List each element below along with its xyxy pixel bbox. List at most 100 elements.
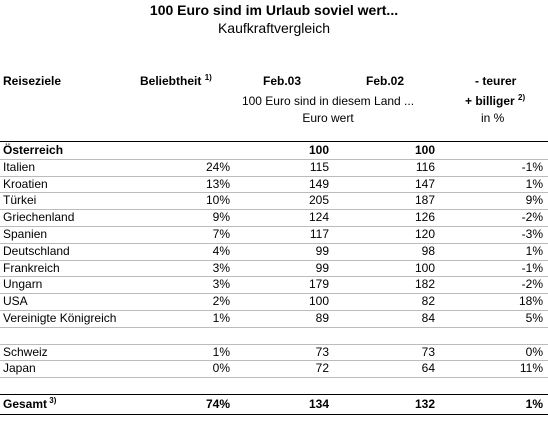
- cell: 64: [421, 361, 435, 376]
- cell: Italien: [3, 159, 36, 174]
- row-name: Griechenland: [3, 210, 74, 224]
- row-rule: [0, 243, 548, 244]
- row-rule: [0, 377, 548, 378]
- header-text: + billiger: [465, 94, 515, 108]
- row-name: Deutschland: [3, 244, 70, 258]
- cell: 120: [414, 227, 435, 241]
- cell: 82: [421, 294, 435, 309]
- cell: 10%: [205, 193, 230, 208]
- cell: 117: [309, 227, 329, 241]
- cell: 0%: [525, 344, 543, 359]
- cell: 124: [308, 210, 329, 225]
- cell: 9%: [525, 193, 543, 208]
- cell: 182: [414, 277, 435, 292]
- cell: 99: [315, 243, 329, 258]
- row-rule: [0, 260, 548, 261]
- cell: 132: [414, 397, 435, 411]
- cell: 7%: [212, 227, 230, 241]
- header-billiger: + billiger 2): [465, 94, 525, 109]
- cell: 11%: [519, 361, 543, 376]
- cell: 147: [414, 176, 435, 191]
- cell: 115: [309, 159, 329, 174]
- cell: 99: [315, 260, 329, 275]
- row-name: Frankreich: [3, 261, 60, 275]
- row-name: Vereinigte Königreich: [3, 311, 116, 325]
- cell: 73: [315, 344, 329, 359]
- cell: Frankreich: [3, 260, 60, 275]
- cell: 24%: [205, 159, 230, 174]
- cell: 100: [308, 294, 329, 309]
- row-rule: [0, 176, 548, 177]
- cell: 1%: [212, 311, 230, 325]
- cell: -2%: [521, 277, 543, 292]
- cell: 100: [414, 260, 435, 275]
- row-name: Japan: [3, 361, 36, 375]
- header-feb02: Feb.02: [366, 74, 405, 88]
- header-desc: 100 Euro sind in diesem Land ...: [241, 94, 415, 108]
- header-feb03: Feb.03: [263, 74, 302, 88]
- rule: [0, 414, 548, 415]
- row-name: Schweiz: [3, 345, 48, 359]
- cell: -1%: [521, 159, 543, 174]
- cell: 72: [315, 361, 329, 376]
- cell: Kroatien: [3, 176, 48, 191]
- row-name: Kroatien: [3, 177, 48, 191]
- cell: Gesamt: [3, 397, 48, 411]
- row-name: Spanien: [3, 227, 47, 241]
- footnote-mark: 1): [204, 73, 212, 82]
- cell: 74%: [205, 397, 230, 411]
- cell: 3%: [212, 260, 230, 275]
- cell: USA: [3, 294, 28, 309]
- cell: 100: [308, 143, 329, 157]
- row-name: Ungarn: [3, 277, 42, 291]
- cell: 116: [415, 159, 435, 174]
- row-name: USA: [3, 294, 28, 308]
- row-name: Gesamt 3): [3, 396, 57, 412]
- footnote-mark: 3): [47, 396, 57, 405]
- rule: [0, 141, 548, 142]
- cell: 0%: [212, 361, 230, 376]
- cell: -1%: [521, 260, 543, 275]
- row-rule: [0, 293, 548, 294]
- cell: Griechenland: [3, 210, 75, 225]
- cell: 1%: [212, 344, 230, 359]
- row-rule: [0, 360, 548, 361]
- cell: 1%: [525, 176, 543, 191]
- cell: 126: [414, 210, 435, 225]
- cell: 89: [315, 311, 329, 325]
- cell: 98: [421, 243, 435, 258]
- cell: 18%: [518, 294, 543, 309]
- cell: 4%: [212, 243, 230, 258]
- row-rule: [0, 276, 548, 277]
- header-text: Beliebtheit: [140, 74, 202, 88]
- cell: 9%: [212, 210, 230, 225]
- cell: 5%: [525, 311, 543, 325]
- cell: 205: [308, 193, 329, 208]
- cell: 134: [308, 397, 329, 411]
- row-rule: [0, 327, 548, 328]
- cell: Ungarn: [3, 277, 43, 292]
- row-name: Italien: [3, 160, 35, 174]
- cell: 13%: [205, 176, 230, 191]
- cell: Türkei: [3, 193, 37, 208]
- row-rule: [0, 192, 548, 193]
- cell: 187: [414, 193, 435, 208]
- row-rule: [0, 226, 548, 227]
- cell: 149: [308, 176, 329, 191]
- cell: Vereinigte Königreich: [3, 311, 117, 325]
- cell: Japan: [3, 361, 36, 376]
- cell: 84: [421, 311, 435, 325]
- header-desc: Euro wert: [302, 111, 354, 125]
- cell: 2%: [212, 294, 230, 309]
- cell: Schweiz: [3, 344, 48, 359]
- header-beliebtheit: Beliebtheit 1): [140, 73, 212, 89]
- row-rule: [0, 159, 548, 160]
- header-reiseziele: Reiseziele: [3, 74, 62, 88]
- cell: -2%: [521, 210, 543, 225]
- row-name: Türkei: [3, 193, 36, 207]
- cell: 3%: [212, 277, 230, 292]
- cell: Spanien: [3, 227, 48, 241]
- row-rule: [0, 310, 548, 311]
- row-name: Österreich: [3, 143, 63, 157]
